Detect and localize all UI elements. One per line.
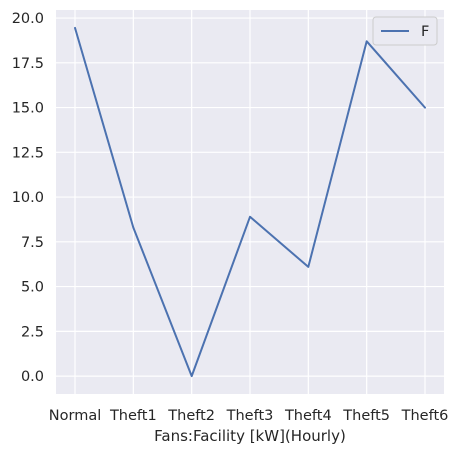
y-tick-label: 2.5	[21, 324, 44, 340]
y-tick-label: 15.0	[12, 101, 44, 117]
legend: F	[372, 16, 438, 46]
y-tick-label: 0.0	[21, 369, 44, 385]
y-tick-label: 17.5	[12, 56, 44, 72]
x-tick-label: Theft1	[109, 408, 157, 424]
x-tick-label: Theft2	[167, 408, 215, 424]
x-gridlines	[74, 10, 426, 394]
y-tick-labels: 0.0 2.5 5.0 7.5 10.0 12.5 15.0 17.5 20.0	[12, 11, 44, 385]
x-tick-label: Theft6	[401, 408, 449, 424]
x-tick-labels: Normal Theft1 Theft2 Theft3 Theft4 Theft5 Thef…	[49, 408, 449, 424]
y-tick-label: 10.0	[12, 190, 44, 206]
x-axis-label: Fans:Facility [kW](Hourly)	[154, 427, 346, 445]
y-tick-label: 20.0	[12, 11, 44, 27]
series-line	[74, 26, 426, 378]
series-group	[74, 26, 426, 378]
x-tick-label: Normal	[49, 408, 101, 424]
x-tick-label: Theft5	[342, 408, 390, 424]
x-tick-label: Theft4	[284, 408, 332, 424]
y-tick-label: 7.5	[21, 235, 44, 251]
legend-label: F	[421, 24, 429, 40]
x-tick-label: Theft3	[226, 408, 274, 424]
y-tick-label: 12.5	[12, 145, 44, 161]
y-tick-label: 5.0	[21, 280, 44, 296]
